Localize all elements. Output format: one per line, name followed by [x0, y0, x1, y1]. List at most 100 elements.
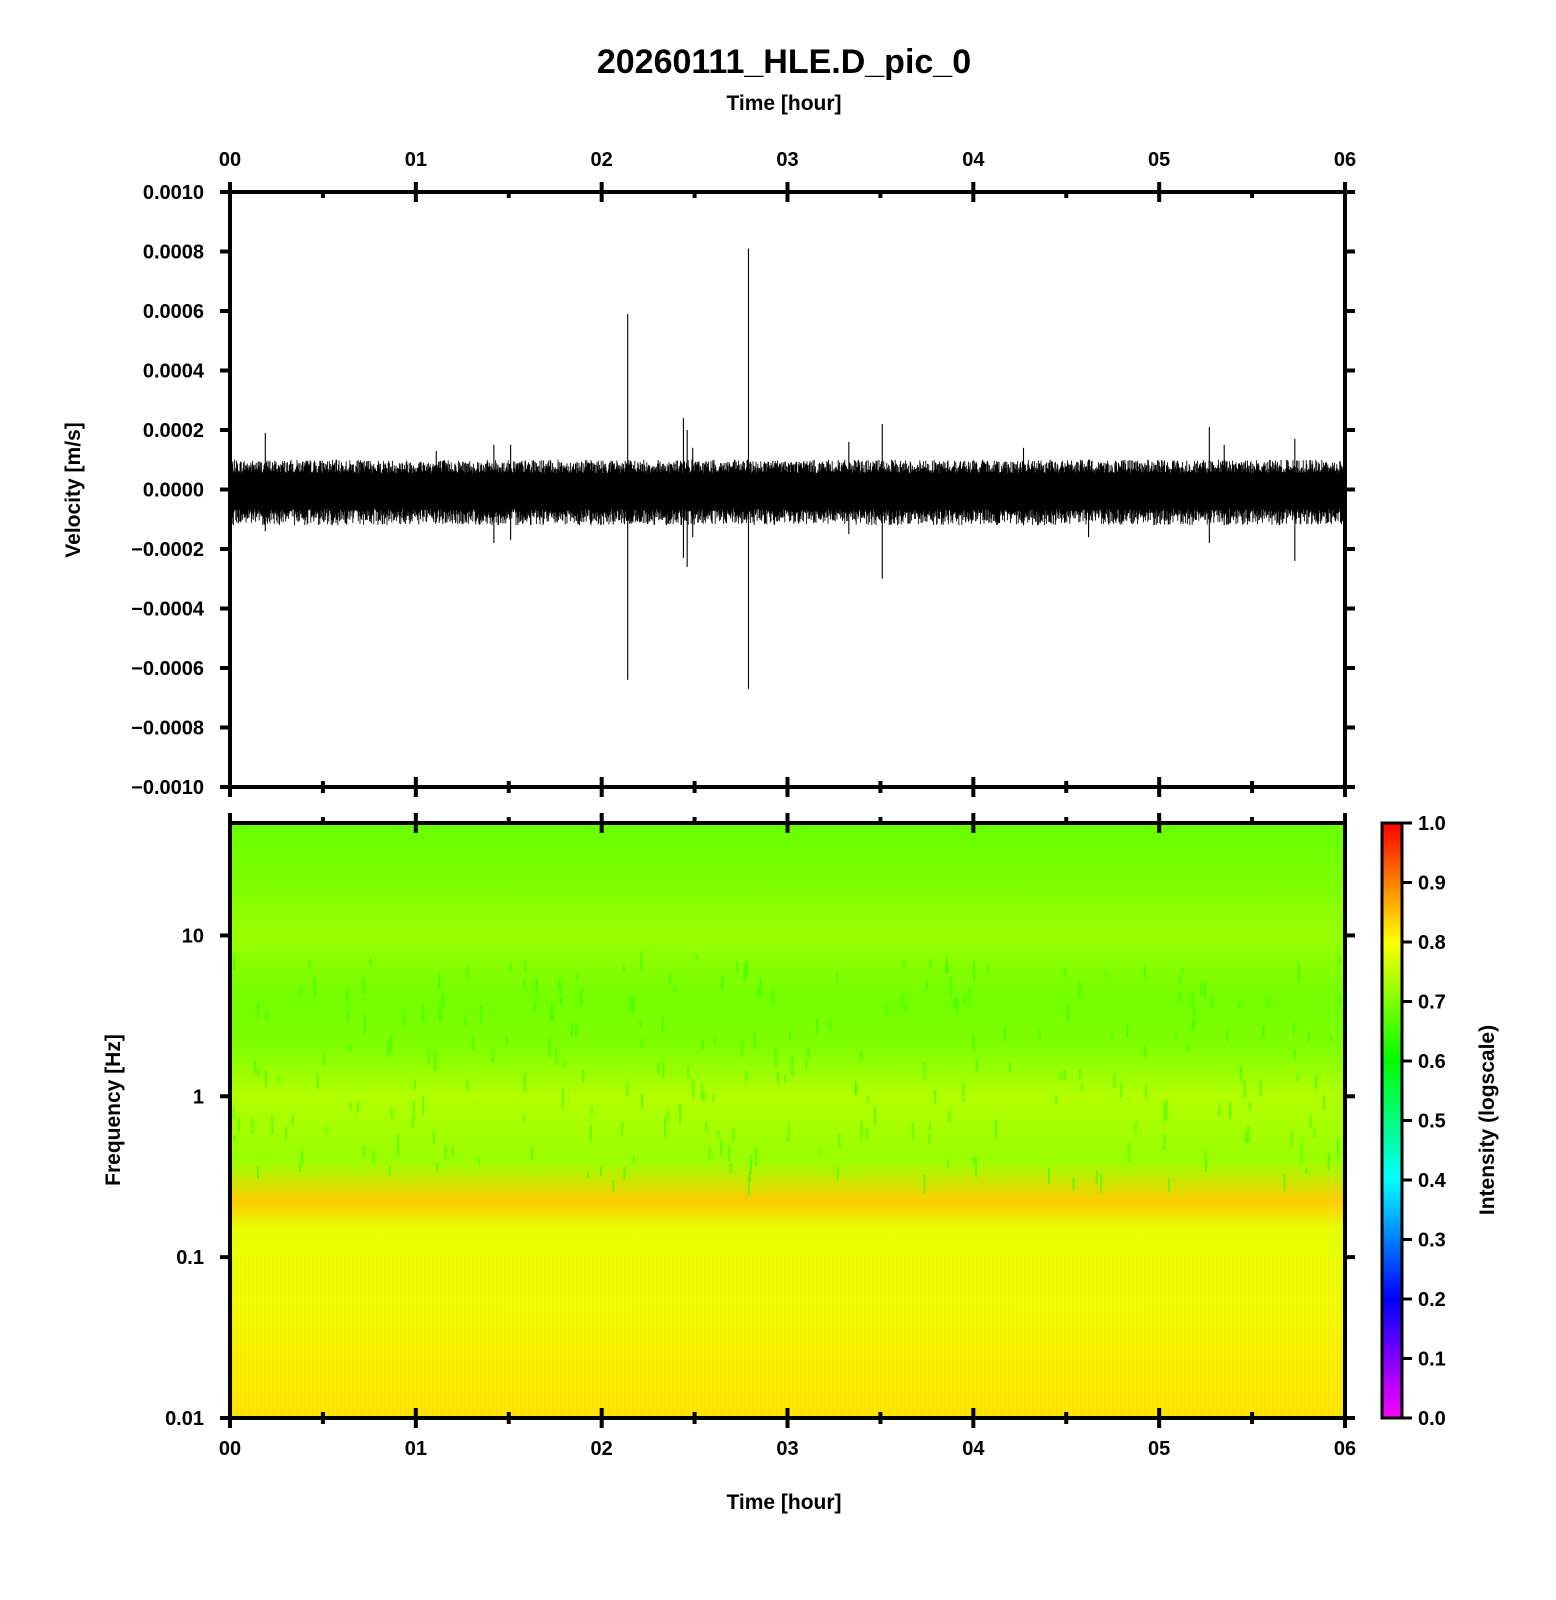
spectrogram-streak: [548, 1038, 551, 1058]
bottom-x-tick-label: 00: [219, 1438, 241, 1460]
spectrogram-streak: [727, 1145, 730, 1161]
spectrogram-streak: [434, 1050, 437, 1071]
velocity-tick-label: 0.0002: [143, 420, 204, 442]
spectrogram-streak: [923, 1062, 926, 1081]
spectrogram-streak: [444, 1145, 447, 1160]
spectrogram-streak: [669, 974, 671, 985]
spectrogram-streak: [885, 1003, 888, 1016]
spectrogram-streak: [1059, 1072, 1062, 1081]
spectrogram-streak: [1165, 1100, 1168, 1120]
spectrogram-streak: [1226, 1029, 1229, 1043]
spectrogram-streak: [973, 1156, 976, 1164]
spectrogram-streak: [576, 973, 579, 982]
spectrogram-streak: [277, 1075, 280, 1084]
frequency-tick-label: 10: [182, 925, 204, 947]
spectrogram-streak: [664, 1117, 666, 1138]
spectrogram-streak: [732, 1128, 735, 1142]
spectrogram-streak: [1174, 1032, 1177, 1040]
spectrogram-streak: [1293, 1049, 1296, 1060]
spectrogram-streak: [986, 964, 989, 974]
bottom-x-axis-label: Time [hour]: [726, 1491, 841, 1514]
spectrogram-streak: [523, 978, 526, 989]
spectrogram-streak: [370, 958, 372, 966]
spectrogram-streak: [1126, 1024, 1129, 1038]
spectrogram-streak: [1249, 1101, 1252, 1110]
spectrogram-streak: [478, 1158, 481, 1165]
spectrogram-streak: [1245, 1131, 1248, 1144]
spectrogram-streak: [743, 963, 746, 981]
spectrogram-streak: [233, 953, 235, 970]
spectrogram-streak: [590, 1107, 593, 1115]
spectrogram-streak: [238, 1117, 240, 1132]
spectrogram-streak: [1290, 1131, 1293, 1147]
spectrogram-streak: [854, 1081, 857, 1096]
spectrogram-streak: [390, 1108, 393, 1119]
spectrogram-streak: [510, 964, 513, 972]
spectrogram-streak: [969, 988, 971, 998]
spectrogram-streak: [661, 1017, 664, 1032]
spectrogram-plot: 00 01 02 03 04 05 06 10 1 0.1 0.01: [165, 813, 1356, 1460]
colorbar-gradient: [1380, 821, 1404, 1420]
spectrogram-streak: [657, 1062, 660, 1075]
spectrogram-streak: [866, 1127, 869, 1141]
spectrogram-streak: [641, 1092, 644, 1111]
frequency-tick-label: 0.1: [176, 1247, 204, 1269]
spectrogram-streak: [708, 1146, 711, 1160]
spectrogram-streak: [1055, 1095, 1058, 1105]
velocity-tick-label: 0.0006: [143, 301, 204, 323]
spectrogram-streak: [712, 1094, 714, 1101]
spectrogram-streak: [911, 1122, 914, 1141]
spectrogram-streak: [815, 1018, 818, 1034]
spectrogram-streak: [1315, 1075, 1318, 1090]
spectrogram-streak: [1009, 1062, 1011, 1073]
top-x-tick-label: 04: [962, 149, 985, 171]
spectrogram-streak: [1178, 976, 1181, 985]
spectrogram-streak: [874, 1105, 876, 1126]
spectrogram-streak: [1297, 961, 1300, 981]
spectrogram-streak: [934, 1089, 937, 1104]
waveform-plot: 00 01 02 03 04 05 06 0.0010 0.0008 0.0006 0.0004 0.…: [131, 149, 1356, 799]
spectrogram-streak: [612, 1179, 615, 1193]
spectrogram-streak: [678, 1103, 681, 1123]
spectrogram-streak: [438, 972, 441, 990]
spectrogram-streak: [947, 1160, 950, 1169]
spectrogram-streak: [788, 1031, 791, 1042]
spectrogram-streak: [256, 1166, 259, 1179]
spectrogram-streak: [867, 1095, 870, 1103]
spectrogram-streak: [1327, 1152, 1330, 1170]
spectrogram-streak: [412, 1101, 415, 1120]
spectrogram-streak: [747, 1176, 750, 1196]
spectrogram-streak: [301, 1150, 303, 1165]
spectrogram-streak: [692, 1079, 695, 1100]
spectrogram-streak: [251, 1117, 254, 1135]
colorbar-tick-label: 0.2: [1418, 1289, 1446, 1311]
bottom-x-tick-label: 01: [405, 1438, 427, 1460]
spectrogram-streak: [1305, 1167, 1308, 1175]
spectrogram-streak: [523, 1073, 526, 1092]
velocity-tick-label: −0.0002: [131, 539, 204, 561]
spectrogram-streak: [1066, 1004, 1069, 1023]
top-x-tick-label: 02: [591, 149, 613, 171]
spectrogram-streak: [632, 1000, 635, 1014]
bottom-x-tick-label: 05: [1148, 1438, 1170, 1460]
spectrogram-streak: [928, 1134, 931, 1143]
spectrogram-streak: [1119, 1083, 1122, 1098]
colorbar-tick-label: 0.1: [1418, 1349, 1446, 1371]
spectrogram-streak: [759, 977, 762, 996]
spectrogram-streak: [522, 1114, 525, 1122]
spectrogram-streak: [590, 1124, 593, 1141]
spectrogram-streak: [662, 1061, 665, 1079]
spectrogram-streak: [533, 1001, 536, 1012]
spectrogram-streak: [923, 1174, 926, 1194]
spectrogram-streak: [362, 977, 365, 994]
spectrogram-streak: [701, 1084, 704, 1101]
spectrogram-streak: [1200, 982, 1203, 995]
spectrogram-streak: [1193, 1008, 1195, 1027]
spectrogram-streak: [313, 976, 316, 997]
spectrogram-streak: [414, 1080, 417, 1090]
bottom-x-tick-label: 06: [1334, 1438, 1356, 1460]
spectrogram-streak: [285, 1127, 288, 1141]
colorbar-tick-label: 1.0: [1418, 813, 1446, 835]
spectrogram-streak: [1203, 981, 1206, 998]
spectrogram-streak: [1205, 1158, 1208, 1173]
